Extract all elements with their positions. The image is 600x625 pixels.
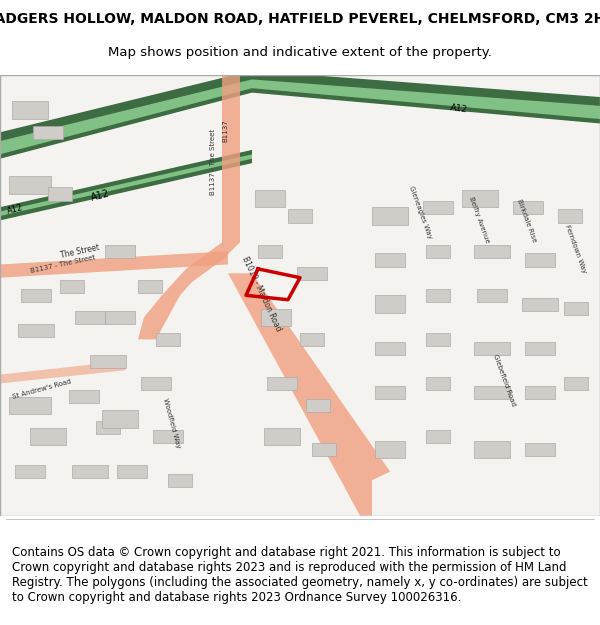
Bar (69, 390, 99, 403)
Bar (261, 309, 291, 326)
Polygon shape (0, 150, 252, 221)
Bar (102, 410, 138, 428)
Bar (9, 176, 51, 194)
Bar (426, 289, 450, 302)
Bar (30, 428, 66, 445)
Bar (96, 421, 120, 434)
Bar (255, 189, 285, 208)
Bar (474, 342, 510, 355)
Text: The Street: The Street (60, 242, 101, 260)
Polygon shape (0, 71, 600, 159)
Text: St Andrew's Road: St Andrew's Road (12, 378, 72, 400)
Bar (264, 428, 300, 445)
Bar (117, 465, 147, 478)
Bar (525, 342, 555, 355)
Bar (426, 244, 450, 258)
Bar (300, 332, 324, 346)
Bar (312, 443, 336, 456)
Bar (474, 244, 510, 258)
Bar (138, 280, 162, 293)
Bar (33, 126, 63, 139)
Text: Ferndown Way: Ferndown Way (564, 224, 587, 274)
Bar (426, 332, 450, 346)
Bar (423, 201, 453, 214)
Bar (12, 101, 48, 119)
Polygon shape (228, 273, 390, 516)
Bar (426, 430, 450, 443)
Bar (156, 332, 180, 346)
Bar (564, 302, 588, 315)
Bar (375, 441, 405, 458)
Bar (474, 386, 510, 399)
Bar (558, 209, 582, 222)
Bar (525, 254, 555, 267)
Text: B1019 - Maldon Road: B1019 - Maldon Road (240, 255, 283, 332)
Text: B1137: B1137 (222, 119, 228, 142)
Bar (75, 311, 105, 324)
Bar (105, 311, 135, 324)
Bar (90, 355, 126, 368)
Text: Map shows position and indicative extent of the property.: Map shows position and indicative extent… (108, 46, 492, 59)
Text: A12: A12 (450, 103, 469, 114)
Text: B1137 - The Street: B1137 - The Street (210, 129, 216, 195)
Bar (168, 474, 192, 487)
Bar (105, 244, 135, 258)
Bar (372, 208, 408, 225)
Bar (375, 254, 405, 267)
Text: BADGERS HOLLOW, MALDON ROAD, HATFIELD PEVEREL, CHELMSFORD, CM3 2HG: BADGERS HOLLOW, MALDON ROAD, HATFIELD PE… (0, 12, 600, 26)
Bar (297, 267, 327, 280)
Text: Woodfield Way: Woodfield Way (162, 397, 181, 448)
Polygon shape (0, 251, 228, 278)
Bar (18, 324, 54, 337)
Bar (564, 377, 588, 390)
Bar (288, 209, 312, 222)
Bar (72, 465, 108, 478)
Bar (153, 430, 183, 443)
Bar (375, 342, 405, 355)
Text: Glebefield Road: Glebefield Road (492, 353, 517, 406)
Polygon shape (0, 79, 600, 154)
Polygon shape (0, 361, 126, 384)
Bar (375, 296, 405, 313)
Bar (525, 443, 555, 456)
Bar (474, 441, 510, 458)
Bar (21, 289, 51, 302)
Bar (267, 377, 297, 390)
Bar (522, 298, 558, 311)
Text: A12: A12 (90, 188, 111, 202)
Bar (306, 399, 330, 412)
Text: Gleneagles Way: Gleneagles Way (408, 184, 433, 239)
Text: Contains OS data © Crown copyright and database right 2021. This information is : Contains OS data © Crown copyright and d… (12, 546, 588, 604)
Bar (258, 244, 282, 258)
Text: B1137 - The Street: B1137 - The Street (30, 254, 96, 274)
Bar (462, 189, 498, 208)
Text: A12: A12 (6, 203, 24, 216)
Text: Birkdale Rise: Birkdale Rise (516, 199, 537, 244)
Bar (375, 386, 405, 399)
Bar (426, 377, 450, 390)
Bar (525, 386, 555, 399)
Bar (60, 280, 84, 293)
Text: Belfry Avenue: Belfry Avenue (468, 196, 490, 244)
Bar (48, 188, 72, 201)
Bar (513, 201, 543, 214)
Bar (15, 465, 45, 478)
Bar (477, 289, 507, 302)
Polygon shape (138, 75, 240, 339)
Bar (141, 377, 171, 390)
Bar (9, 397, 51, 414)
Polygon shape (0, 154, 252, 216)
